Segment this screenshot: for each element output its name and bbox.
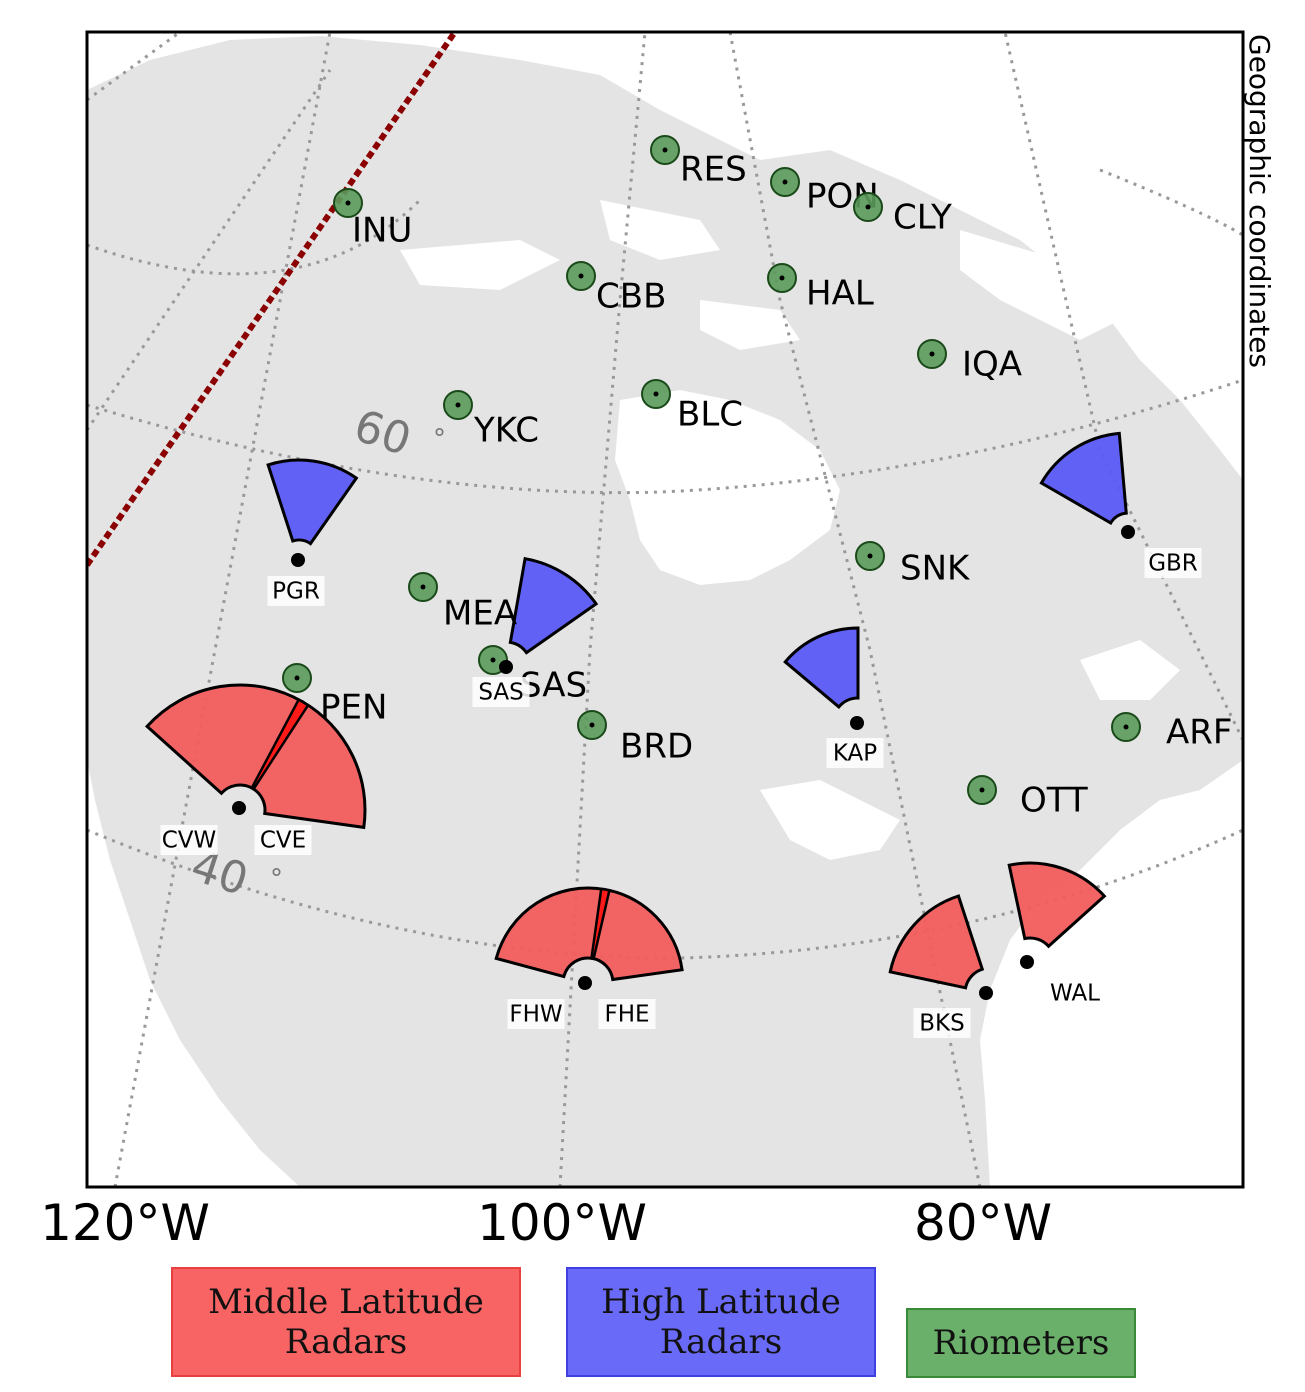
fov-cve [250,699,367,830]
riometer-dot [578,273,584,279]
radar-label-bg [267,576,325,606]
mid-radar-label-bks: BKS [919,1011,964,1037]
longitude-label: 120°W [40,1194,210,1252]
high-radar-label-sas: SAS [478,680,523,706]
legend-mid-latitude-radars: Middle Latitude Radars [171,1267,521,1377]
radar-label-bg [1144,548,1202,578]
mid-radar-label-wal: WAL [1050,981,1100,1007]
radar-label-bg [913,1008,971,1038]
riometer-label-hal: HAL [806,274,874,314]
fov-kap [783,626,860,710]
mid-radar-label-fhw: FHW [509,1002,562,1028]
fov-overlap [250,697,310,791]
riometer-dot [490,657,496,663]
arctic-channel [600,200,720,260]
riometer-label-iqa: IQA [962,345,1022,385]
riometer-dot [455,402,461,408]
legend-riometers: Riometers [906,1308,1136,1378]
coordinate-system-label: Geographic coordinates [1243,34,1276,368]
riometer-dot [867,553,873,559]
riometer-label-snk: SNK [900,549,971,589]
mid-radar-label-cve: CVE [260,828,306,854]
latitude-line-80 [87,168,1243,276]
radar-label-bg [472,677,530,707]
riometer-label-brd: BRD [620,727,693,767]
mid-radar-label-cvw: CVW [162,828,217,854]
radar-site-dot [291,553,305,567]
gulf-st-lawrence [1080,640,1180,700]
riometer-label-blc: BLC [677,395,743,435]
legend-high-latitude-radars: High Latitude Radars [566,1267,876,1377]
meridian-130w [87,32,181,102]
degree-symbol: ° [433,424,446,454]
riometer-label-ykc: YKC [473,411,539,451]
meridian-110w [87,69,332,431]
mid-radar-label-fhe: FHE [604,1002,649,1028]
fov-fhe [590,887,684,982]
high-radar-label-gbr: GBR [1148,551,1198,577]
riometer-dot [345,200,351,206]
radar-site-dot [578,976,592,990]
radar-site-dot [1121,525,1135,539]
radar-site-dot [499,660,513,674]
map-frame [85,30,1245,1189]
radar-site-dot [850,716,864,730]
riometer-dot [653,391,659,397]
fov-pgr [266,458,359,546]
riometer-dot [865,204,871,210]
radar-label-bg [1046,978,1104,1008]
radar-label-bg [826,738,884,768]
latitude-line-40 [87,828,1243,960]
riometer-label-sas: SAS [520,666,587,706]
arctic-channel [700,300,800,350]
riometer-dot [420,584,426,590]
riometer-dot [782,179,788,185]
fov-bks [888,894,985,990]
riometer-dot [294,675,300,681]
radar-label-bg [160,825,218,855]
riometer-label-inu: INU [352,211,412,251]
boundary-line [87,32,458,567]
meridian-90w [728,32,982,1187]
arctic-channel [400,240,560,290]
radar-label-bg [598,999,656,1029]
radar-site-dot [232,801,246,815]
longitude-label: 100°W [477,1194,647,1252]
riometer-dot [589,722,595,728]
riometer-dot [979,787,985,793]
longitude-label: 80°W [914,1194,1052,1252]
riometer-label-cbb: CBB [596,277,666,317]
degree-symbol: ° [270,864,283,894]
riometer-label-arf: ARF [1166,713,1232,753]
riometer-dot [1123,724,1129,730]
fov-wal [1007,861,1107,949]
riometer-label-mea: MEA [443,594,517,634]
fov-overlap [590,887,611,961]
riometer-dot [779,275,785,281]
fov-fhw [494,886,607,979]
high-radar-label-pgr: PGR [272,579,320,605]
meridian-100w [558,32,647,1187]
high-radar-label-kap: KAP [833,741,877,767]
riometer-label-pen: PEN [320,688,387,728]
riometer-dot [662,147,668,153]
meridian-120w [113,32,332,1187]
riometer-dot [929,351,935,357]
great-lakes [760,780,900,860]
riometer-label-res: RES [680,150,747,190]
radar-site-dot [979,986,993,1000]
riometer-label-cly: CLY [893,198,952,238]
radar-label-bg [254,825,312,855]
radar-label-bg [507,999,565,1029]
baffin-bay [960,230,1120,340]
riometer-label-ott: OTT [1020,781,1088,821]
fov-sas [508,556,599,655]
radar-site-dot [1020,955,1034,969]
fov-gbr [1039,431,1128,526]
